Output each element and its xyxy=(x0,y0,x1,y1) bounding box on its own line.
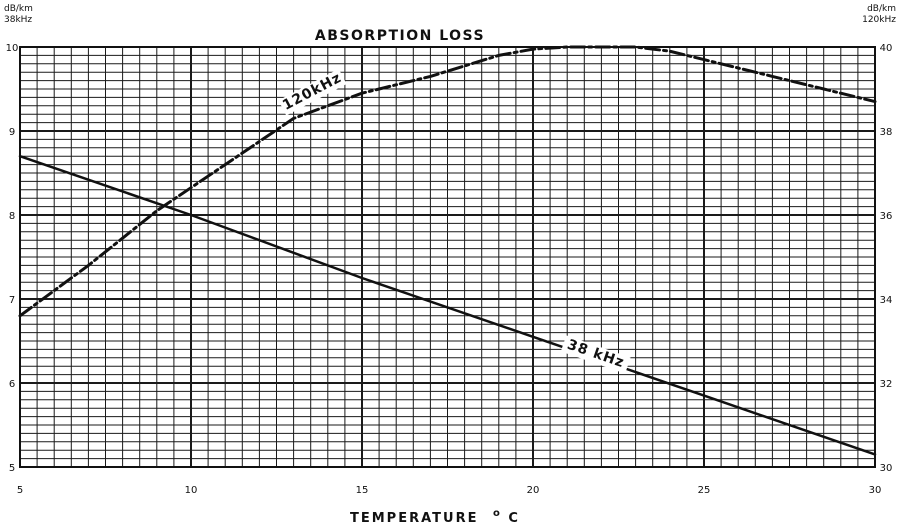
y-left-tick-label: 6 xyxy=(9,379,15,390)
x-axis-title-text: TEMPERATURE xyxy=(350,511,478,526)
chart-title: ABSORPTION LOSS xyxy=(315,28,485,44)
x-tick-label: 15 xyxy=(356,485,369,496)
y-right-tick-label: 38 xyxy=(880,127,893,138)
x-tick-label: 30 xyxy=(869,485,882,496)
y-left-tick-label: 8 xyxy=(9,211,15,222)
x-tick-label: 20 xyxy=(527,485,540,496)
y-right-tick-label: 36 xyxy=(880,211,893,222)
x-tick-label: 10 xyxy=(185,485,198,496)
x-tick-label: 25 xyxy=(698,485,711,496)
y-right-unit-line2: 120kHz xyxy=(862,15,896,25)
y-left-unit-line2: 38kHz xyxy=(4,15,32,25)
plot-frame xyxy=(19,46,876,468)
series-label-backdrop xyxy=(560,335,631,374)
y-left-tick-label: 9 xyxy=(9,127,15,138)
series-label-backdrop xyxy=(278,68,347,116)
y-right-tick-label: 34 xyxy=(880,295,893,306)
x-axis-title: TEMPERATURE o C xyxy=(350,505,520,526)
y-right-tick-label: 32 xyxy=(880,379,893,390)
x-axis-title-unit: C xyxy=(508,511,520,526)
grid-major xyxy=(20,47,875,467)
y-right-tick-label: 40 xyxy=(880,43,893,54)
ticks-layer: 5 10 15 20 25 30 5 6 7 8 9 10 30 32 34 36 38 40 xyxy=(6,43,893,496)
grid-minor xyxy=(20,47,875,467)
series-label-120khz: 120kHz xyxy=(280,70,345,114)
y-left-unit-line1: dB/km xyxy=(4,4,33,14)
x-axis-title-degree: o xyxy=(493,508,502,519)
y-left-tick-label: 7 xyxy=(9,295,15,306)
y-left-tick-label: 10 xyxy=(6,43,19,54)
y-right-tick-label: 30 xyxy=(880,463,893,474)
y-right-unit-line1: dB/km xyxy=(867,4,896,14)
y-left-tick-label: 5 xyxy=(9,463,15,474)
title-backdrop xyxy=(310,24,490,44)
x-tick-label: 5 xyxy=(17,485,23,496)
